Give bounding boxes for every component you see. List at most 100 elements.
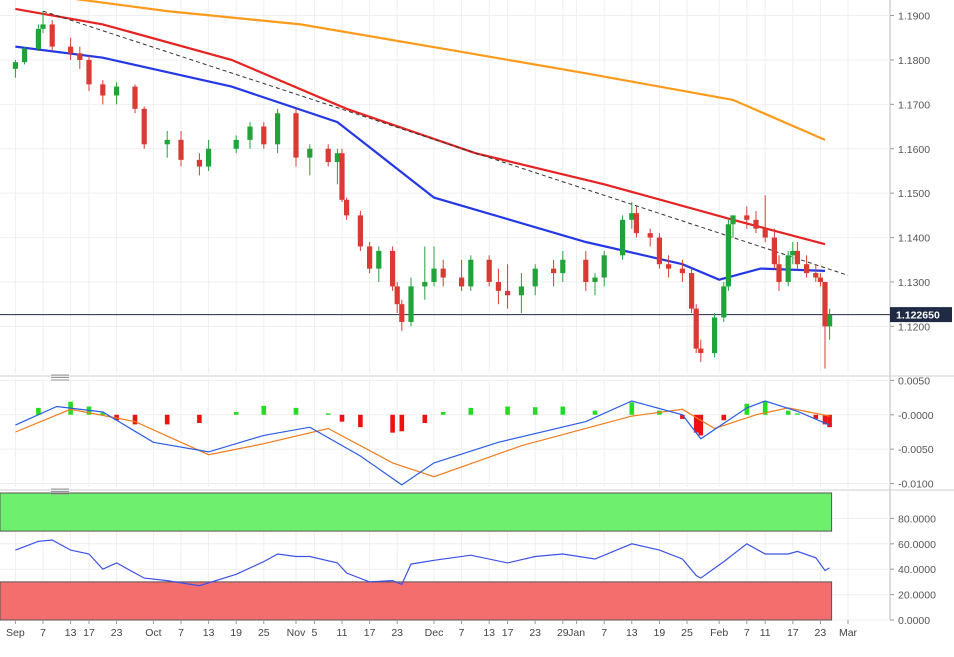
candle-body — [293, 113, 299, 158]
candle-body — [813, 273, 819, 278]
y-tick-label: -0.0100 — [898, 479, 934, 491]
candle-body — [114, 86, 120, 96]
macd-histogram-bar — [532, 407, 538, 415]
macd-histogram-bar — [399, 414, 405, 432]
x-tick-label: Dec — [425, 627, 444, 639]
x-tick-label: Jan — [568, 627, 585, 639]
candle-body — [762, 228, 768, 238]
x-tick-label: 7 — [459, 627, 465, 639]
candle-body — [12, 62, 18, 69]
candle-body — [367, 246, 373, 269]
candle-body — [49, 24, 55, 47]
macd-histogram-bar — [100, 412, 106, 415]
candle-body — [822, 281, 828, 327]
candle-body — [656, 237, 662, 265]
candle-body — [394, 286, 400, 305]
candle-body — [827, 314, 833, 327]
x-tick-label: 13 — [65, 627, 77, 639]
candle-body — [647, 233, 653, 238]
x-tick-label: 7 — [744, 627, 750, 639]
sma-mid-line — [15, 7, 826, 246]
candle-body — [505, 290, 511, 296]
macd-histogram-bar — [721, 414, 727, 421]
macd-histogram-bar — [827, 414, 832, 428]
macd-histogram-bar — [197, 414, 202, 424]
candle-body — [790, 250, 796, 256]
candle-body — [804, 264, 810, 274]
candle-body — [583, 259, 589, 282]
trendline — [42, 10, 849, 276]
candle-body — [712, 317, 718, 354]
candle-body — [22, 48, 28, 63]
candlesticks — [12, 11, 833, 369]
y-tick-label: 60.0000 — [898, 539, 936, 551]
macd-histogram-bar — [36, 407, 41, 415]
macd-histogram-bar — [505, 406, 510, 415]
candle-body — [178, 139, 184, 160]
x-tick-label: 25 — [681, 627, 693, 639]
rsi-zones — [0, 492, 833, 621]
x-tick-label: Mar — [839, 627, 858, 639]
x-tick-label: 13 — [483, 627, 495, 639]
y-tick-label: -0.0000 — [898, 410, 934, 422]
candle-body — [592, 277, 598, 282]
y-tick-label: 0.0000 — [898, 615, 930, 627]
candle-body — [431, 268, 437, 282]
macd-histogram-bar — [813, 414, 819, 419]
candle-body — [794, 250, 800, 265]
axes: 1.1900 1.1800 1.1700 1.1600 1.1500 1.1400 1.13… — [6, 11, 952, 639]
macd-histogram-bar — [468, 407, 474, 415]
panel-resize-handle[interactable] — [51, 374, 69, 381]
candle-body — [601, 255, 607, 278]
macd-histogram-bar — [422, 414, 428, 424]
candle-body — [40, 24, 46, 29]
candle-body — [164, 139, 170, 145]
macd-histogram-bar — [785, 410, 791, 415]
candle-body — [261, 126, 267, 145]
macd-histogram-bar — [164, 414, 170, 425]
panel-resize-handles[interactable] — [51, 374, 69, 495]
x-tick-label: 7 — [40, 627, 46, 639]
sma-slow-line — [74, 0, 826, 141]
y-tick-label: 1.1500 — [898, 188, 930, 200]
x-tick-label: 19 — [230, 627, 242, 639]
x-tick-label: 19 — [654, 627, 666, 639]
candle-body — [459, 277, 465, 287]
x-tick-label: 17 — [787, 627, 799, 639]
price-label: 1.122650 — [896, 310, 940, 322]
candle-body — [100, 84, 106, 96]
macd-line — [15, 400, 830, 486]
macd-histogram-bar — [560, 406, 566, 415]
candle-body — [744, 215, 750, 220]
candle-body — [275, 113, 281, 145]
macd-histogram-bar — [440, 412, 446, 415]
candle-body — [390, 250, 396, 287]
y-tick-label: 1.1900 — [898, 11, 930, 23]
candle-body — [440, 268, 446, 278]
macd-histogram-bar — [261, 405, 267, 415]
macd-indicator — [15, 400, 832, 486]
panel-resize-handle[interactable] — [51, 488, 69, 495]
macd-histogram-bar — [293, 407, 299, 415]
candle-body — [771, 237, 777, 265]
rsi-indicator — [15, 539, 830, 587]
candle-body — [68, 46, 74, 54]
macd-histogram-bar — [390, 414, 395, 433]
macd-histogram-bar — [698, 414, 704, 436]
candle-body — [376, 250, 382, 269]
x-tick-label: 11 — [337, 627, 348, 639]
candle-body — [86, 59, 92, 85]
macd-histogram-bar — [132, 414, 138, 425]
x-tick-label: Feb — [710, 627, 728, 639]
candle-body — [486, 259, 492, 282]
candle-body — [817, 277, 823, 282]
overbought-zone — [0, 492, 833, 532]
candle-body — [339, 153, 345, 200]
x-tick-label: 5 — [311, 627, 317, 639]
macd-histogram-bar — [233, 412, 239, 415]
candle-body — [785, 255, 791, 282]
candle-body — [721, 286, 727, 318]
macd-histogram-bar — [744, 403, 750, 415]
moving-averages — [0, 0, 890, 316]
